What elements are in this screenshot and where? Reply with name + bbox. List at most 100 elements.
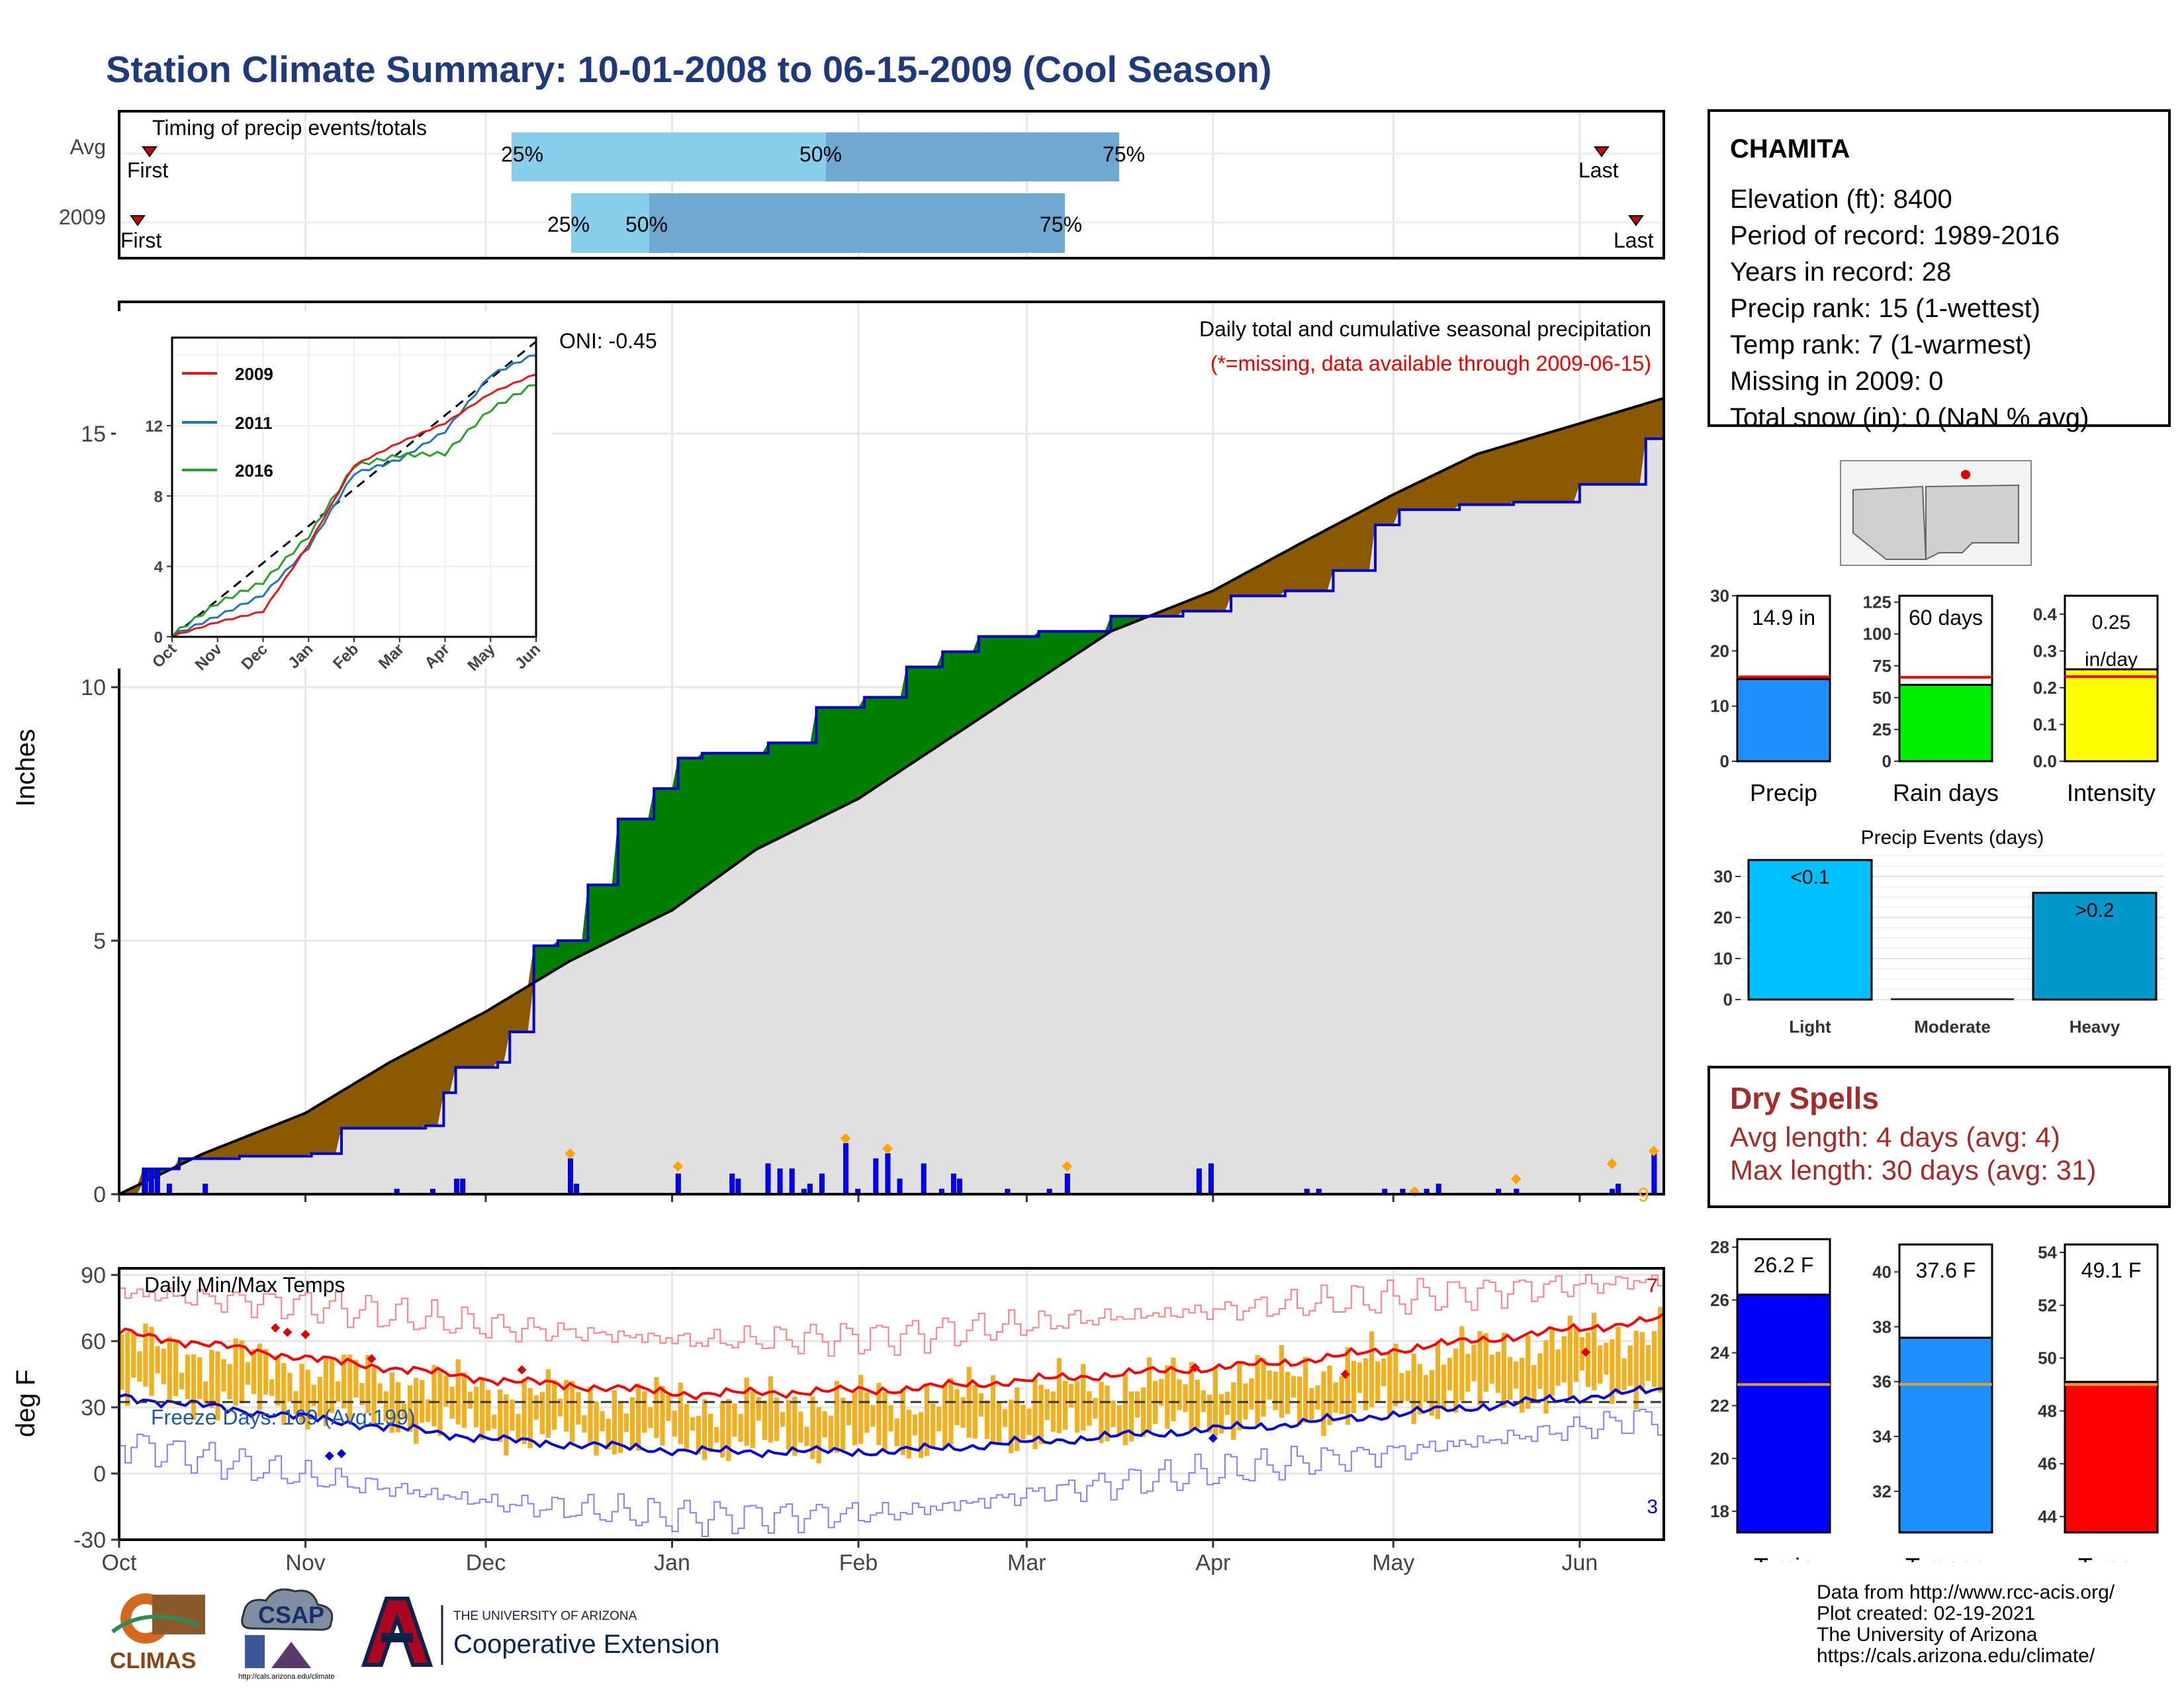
daily-temp-bar — [401, 1403, 407, 1419]
timing-avg-75: 75% — [1103, 142, 1145, 166]
small-chart-ytick: 50 — [1872, 688, 1891, 708]
record-high-marker — [283, 1327, 293, 1337]
daily-temp-bar — [924, 1385, 930, 1456]
daily-temp-bar — [1015, 1387, 1020, 1452]
daily-temp-bar — [1140, 1387, 1146, 1438]
small-chart-ytick: 0 — [1720, 751, 1729, 771]
daily-temp-bar — [642, 1391, 647, 1433]
daily-temp-bar — [612, 1390, 617, 1455]
daily-temp-bar — [936, 1406, 942, 1432]
daily-temp-bar — [822, 1411, 827, 1438]
daily-temp-bar — [990, 1375, 996, 1443]
timing-2009-25: 25% — [547, 212, 590, 236]
daily-temp-bar — [1339, 1376, 1344, 1415]
daily-temp-bar — [161, 1348, 166, 1385]
temp-summary-category: T-max — [2078, 1553, 2144, 1562]
inset-2011-line — [171, 354, 537, 638]
station-missing: Missing in 2009: 0 — [1730, 367, 1944, 396]
daily-temp-bar — [666, 1395, 671, 1421]
timing-avg-last: Last — [1578, 158, 1619, 182]
small-chart-value: 14.9 in — [1752, 606, 1815, 630]
small-chart-ytick: 0.0 — [2033, 751, 2057, 771]
timing-2009-first-marker — [130, 215, 146, 226]
inset-legend-2011: 2011 — [235, 413, 272, 433]
daily-precip-bar — [729, 1173, 735, 1195]
daily-temp-bar — [1357, 1362, 1363, 1393]
daily-temp-bar — [1610, 1339, 1615, 1404]
daily-temp-bar — [1615, 1327, 1621, 1394]
daily-temp-bar — [209, 1350, 214, 1408]
daily-temp-bar — [203, 1381, 208, 1403]
daily-temp-bar — [1483, 1333, 1488, 1392]
daily-temp-bar — [245, 1362, 250, 1385]
daily-temp-bar — [972, 1385, 978, 1439]
daily-temp-bar — [636, 1383, 641, 1451]
record-low-marker — [337, 1449, 347, 1458]
record-high-marker — [517, 1365, 527, 1375]
daily-temp-bar — [473, 1386, 479, 1428]
temp-summary-value: 37.6 F — [1916, 1258, 1976, 1282]
precip-deficit-area — [119, 398, 1664, 1194]
daily-temp-bar — [684, 1403, 689, 1451]
daily-temp-bar — [834, 1381, 839, 1453]
station-name: CHAMITA — [1730, 134, 1850, 164]
precip-2009-line — [119, 437, 1664, 1196]
daily-temp-bar — [696, 1416, 702, 1454]
precip-marker — [840, 1133, 851, 1144]
precip-ylabel: Inches — [11, 729, 40, 807]
temp-xtick: Oct — [102, 1550, 137, 1575]
daily-temp-bar — [1621, 1358, 1627, 1391]
daily-temp-bar — [1171, 1358, 1176, 1422]
daily-temp-bar — [894, 1418, 899, 1446]
temp-xtick: May — [1372, 1550, 1414, 1575]
daily-temp-bar — [720, 1401, 725, 1458]
daily-temp-bar — [377, 1383, 383, 1404]
station-temp-rank: Temp rank: 7 (1-warmest) — [1730, 330, 2032, 359]
daily-temp-bar — [131, 1333, 136, 1378]
temp-xtick: Nov — [285, 1550, 325, 1575]
events-bar — [1747, 859, 1873, 1001]
daily-temp-bar — [323, 1358, 329, 1427]
temp-summary-category: T-mean — [1905, 1553, 1986, 1562]
daily-precip-bar — [148, 1168, 154, 1195]
temp-summary-ytick: 28 — [1710, 1237, 1729, 1257]
daily-temp-bar — [1026, 1408, 1032, 1435]
daily-temp-bar — [1507, 1357, 1513, 1400]
small-chart-ytick: 30 — [1710, 586, 1729, 606]
daily-temp-bar — [1165, 1365, 1170, 1429]
daily-precip-bar — [765, 1163, 771, 1195]
temp-summary-ytick: 54 — [2038, 1243, 2057, 1262]
daily-temp-bar — [1050, 1391, 1056, 1432]
timing-row-avg-label: Avg — [69, 135, 106, 159]
daily-temp-bar — [191, 1354, 197, 1421]
daily-temp-bar — [353, 1360, 359, 1398]
precip-events-title: Precip Events (days) — [1861, 827, 2044, 849]
daily-precip-bar — [203, 1184, 208, 1195]
temp-summary-ytick: 44 — [2038, 1507, 2057, 1526]
map-arizona — [1852, 485, 1927, 560]
record-high-marker — [367, 1354, 377, 1364]
temp-summary-ytick: 48 — [2038, 1401, 2057, 1421]
timing-2009-first: First — [120, 228, 161, 252]
daily-temp-bar — [1567, 1315, 1572, 1399]
small-chart-ytick: 25 — [1872, 720, 1891, 739]
map-new-mexico — [1925, 484, 2019, 561]
daily-temp-bar — [275, 1355, 281, 1406]
daily-temp-bar — [1105, 1385, 1110, 1442]
small-chart-ytick: 0.3 — [2033, 641, 2057, 661]
daily-precip-bar — [1615, 1184, 1621, 1195]
small-chart-value: 60 days — [1909, 606, 1983, 630]
daily-temp-bar — [804, 1427, 809, 1446]
temp-summary-bar — [2064, 1381, 2159, 1534]
ua-extension: Cooperative Extension — [453, 1630, 719, 1659]
daily-temp-bar — [432, 1365, 437, 1427]
precip-ytick: 0 — [93, 1182, 106, 1207]
daily-temp-bar — [1291, 1376, 1297, 1398]
daily-temp-bar — [347, 1354, 353, 1423]
timing-avg-first: First — [127, 158, 168, 182]
daily-temp-bar — [762, 1400, 768, 1440]
page-title: Station Climate Summary: 10-01-2008 to 0… — [106, 48, 1272, 90]
daily-temp-bar — [1513, 1361, 1519, 1389]
daily-temp-bar — [365, 1355, 371, 1413]
daily-temp-bar — [786, 1399, 792, 1450]
